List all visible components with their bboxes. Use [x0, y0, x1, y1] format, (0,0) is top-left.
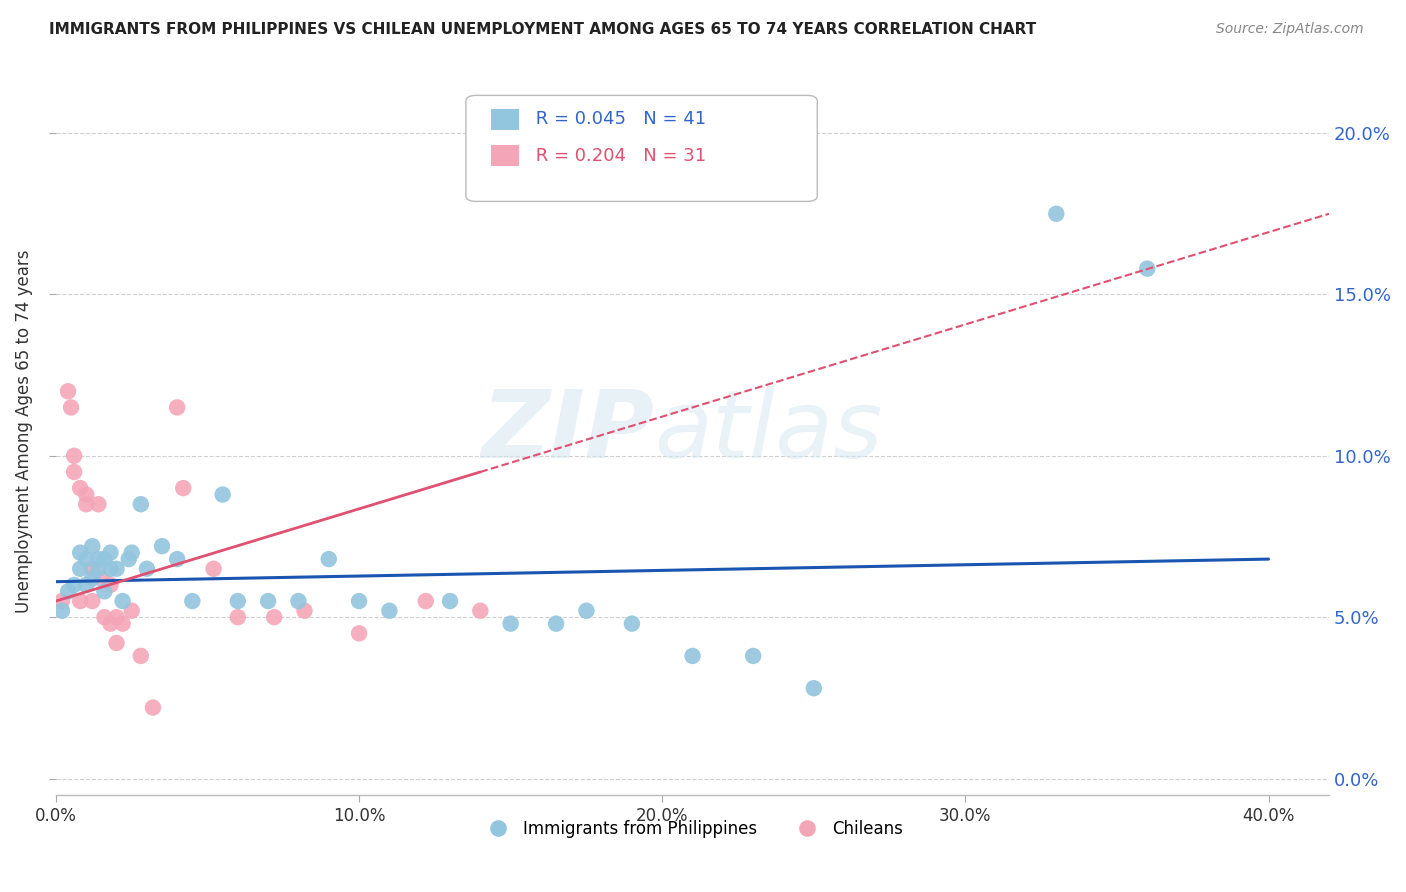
Point: [166, 552, 188, 566]
Point: [129, 497, 152, 511]
Point: [121, 604, 143, 618]
Point: [105, 636, 128, 650]
Y-axis label: Unemployment Among Ages 65 to 74 years: Unemployment Among Ages 65 to 74 years: [15, 250, 32, 614]
Point: [129, 648, 152, 663]
Point: [63, 578, 86, 592]
Point: [93, 584, 115, 599]
Point: [181, 594, 204, 608]
Point: [682, 648, 704, 663]
Point: [87, 497, 110, 511]
Point: [69, 594, 91, 608]
Point: [75, 497, 97, 511]
Point: [347, 626, 370, 640]
Point: [166, 401, 188, 415]
Point: [100, 616, 122, 631]
Point: [69, 481, 91, 495]
Point: [226, 610, 249, 624]
Point: [56, 584, 79, 599]
Point: [63, 465, 86, 479]
Point: [82, 562, 104, 576]
Point: [287, 594, 309, 608]
Point: [51, 594, 73, 608]
Point: [1045, 207, 1067, 221]
Point: [294, 604, 316, 618]
Point: [575, 604, 598, 618]
Point: [90, 572, 112, 586]
Point: [93, 552, 115, 566]
Legend: Immigrants from Philippines, Chileans: Immigrants from Philippines, Chileans: [475, 814, 910, 845]
Text: R = 0.045   N = 41: R = 0.045 N = 41: [530, 111, 706, 128]
Text: R = 0.204   N = 31: R = 0.204 N = 31: [530, 146, 706, 165]
Point: [100, 578, 122, 592]
Point: [75, 578, 97, 592]
Point: [172, 481, 194, 495]
Point: [318, 552, 340, 566]
Point: [742, 648, 765, 663]
Point: [51, 604, 73, 618]
Point: [470, 604, 492, 618]
Point: [63, 449, 86, 463]
Point: [118, 552, 141, 566]
FancyBboxPatch shape: [465, 95, 817, 202]
Point: [142, 700, 165, 714]
Point: [121, 546, 143, 560]
Point: [546, 616, 568, 631]
Point: [69, 562, 91, 576]
Point: [499, 616, 522, 631]
Point: [211, 487, 233, 501]
Point: [75, 487, 97, 501]
Point: [60, 401, 83, 415]
Bar: [491, 145, 519, 166]
Point: [100, 546, 122, 560]
Point: [100, 562, 122, 576]
Point: [105, 562, 128, 576]
Point: [93, 610, 115, 624]
Point: [69, 546, 91, 560]
Text: atlas: atlas: [654, 386, 883, 477]
Point: [202, 562, 225, 576]
Point: [75, 552, 97, 566]
Point: [111, 616, 134, 631]
Bar: [491, 109, 519, 129]
Point: [82, 539, 104, 553]
Point: [1136, 261, 1159, 276]
Point: [82, 572, 104, 586]
Text: IMMIGRANTS FROM PHILIPPINES VS CHILEAN UNEMPLOYMENT AMONG AGES 65 TO 74 YEARS CO: IMMIGRANTS FROM PHILIPPINES VS CHILEAN U…: [49, 22, 1036, 37]
Point: [439, 594, 461, 608]
Point: [150, 539, 173, 553]
Point: [263, 610, 285, 624]
Point: [135, 562, 157, 576]
Point: [257, 594, 280, 608]
Point: [82, 594, 104, 608]
Point: [87, 562, 110, 576]
Text: ZIP: ZIP: [481, 385, 654, 477]
Point: [803, 681, 825, 696]
Text: Source: ZipAtlas.com: Source: ZipAtlas.com: [1216, 22, 1364, 37]
Point: [347, 594, 370, 608]
Point: [620, 616, 643, 631]
Point: [378, 604, 401, 618]
Point: [226, 594, 249, 608]
Point: [415, 594, 437, 608]
Point: [87, 552, 110, 566]
Point: [56, 384, 79, 399]
Point: [105, 610, 128, 624]
Point: [111, 594, 134, 608]
